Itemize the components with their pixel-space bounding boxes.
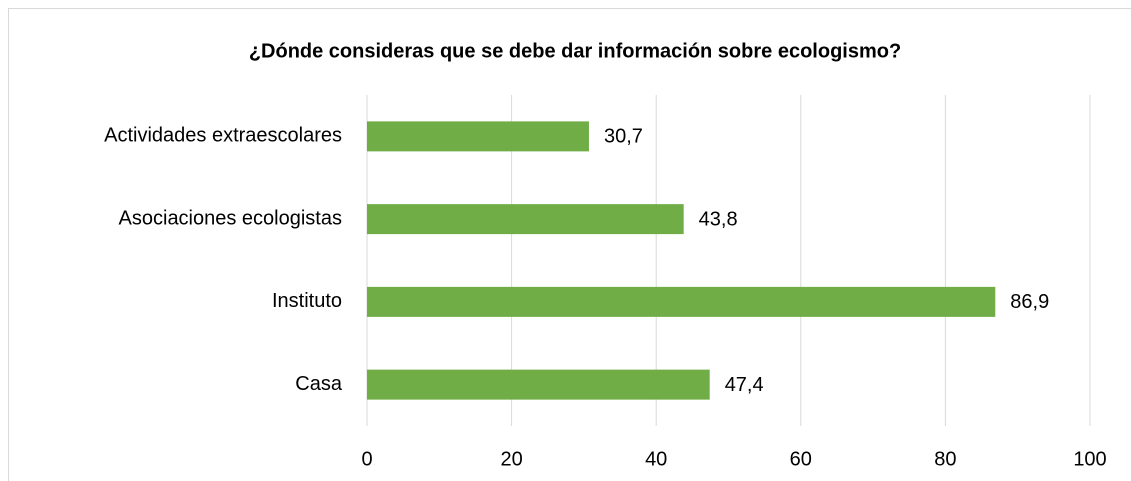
y-tick-label: Instituto xyxy=(272,290,342,312)
value-label: 47,4 xyxy=(725,374,764,396)
x-tick-label: 20 xyxy=(500,448,522,470)
bar xyxy=(367,121,589,152)
x-tick-label: 0 xyxy=(361,448,372,470)
x-tick-label: 100 xyxy=(1073,448,1106,470)
x-tick-label: 60 xyxy=(790,448,812,470)
x-tick-label: 80 xyxy=(934,448,956,470)
value-label: 30,7 xyxy=(604,126,643,148)
chart-frame xyxy=(8,8,1131,481)
y-tick-label: Asociaciones ecologistas xyxy=(119,207,342,229)
value-label: 43,8 xyxy=(699,208,738,230)
value-label: 86,9 xyxy=(1010,291,1049,313)
x-tick-label: 40 xyxy=(645,448,667,470)
bar xyxy=(367,369,710,400)
bar xyxy=(367,204,684,235)
chart-title: ¿Dónde consideras que se debe dar inform… xyxy=(249,40,901,62)
y-tick-label: Casa xyxy=(295,373,343,395)
bar xyxy=(367,286,996,317)
y-tick-label: Actividades extraescolares xyxy=(104,125,342,147)
